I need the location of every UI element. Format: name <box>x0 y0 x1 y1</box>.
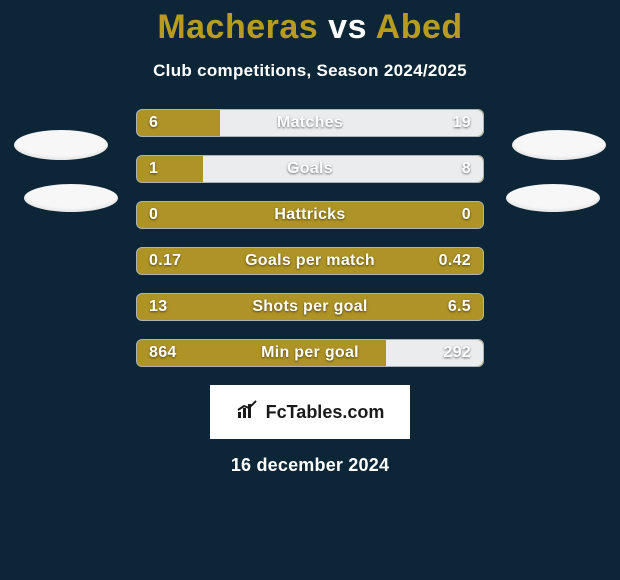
chart-icon <box>236 400 260 425</box>
stat-fill-left <box>137 156 203 182</box>
stat-value-right: 19 <box>453 114 471 132</box>
stat-fill-right <box>203 156 483 182</box>
player-right-badge-2 <box>506 184 600 212</box>
stat-row: 0 0 Hattricks <box>136 201 484 229</box>
footer-logo: FcTables.com <box>210 385 410 439</box>
stat-label: Goals per match <box>245 252 375 270</box>
stat-value-right: 6.5 <box>448 298 471 316</box>
stat-value-left: 864 <box>149 344 177 362</box>
player-left-name: Macheras <box>157 8 318 46</box>
stat-value-left: 1 <box>149 160 158 178</box>
stat-value-right: 0 <box>462 206 471 224</box>
stat-row: 864 292 Min per goal <box>136 339 484 367</box>
stat-row: 0.17 0.42 Goals per match <box>136 247 484 275</box>
player-left-badge-1 <box>14 130 108 160</box>
vs-label: vs <box>328 8 367 46</box>
stat-value-left: 0.17 <box>149 252 181 270</box>
stat-value-left: 0 <box>149 206 158 224</box>
stat-row: 1 8 Goals <box>136 155 484 183</box>
player-right-badge-1 <box>512 130 606 160</box>
player-left-badge-2 <box>24 184 118 212</box>
stat-label: Min per goal <box>261 344 359 362</box>
stat-value-left: 6 <box>149 114 158 132</box>
stat-label: Hattricks <box>274 206 345 224</box>
stat-row: 13 6.5 Shots per goal <box>136 293 484 321</box>
stat-value-right: 0.42 <box>439 252 471 270</box>
footer-logo-text: FcTables.com <box>266 402 385 423</box>
footer-date: 16 december 2024 <box>0 455 620 476</box>
stat-label: Goals <box>287 160 333 178</box>
stat-label: Matches <box>277 114 343 132</box>
stat-fill-right <box>220 110 483 136</box>
stats-container: 6 19 Matches 1 8 Goals 0 0 Hattricks 0.17 0.42 Goal… <box>136 109 484 367</box>
stat-value-left: 13 <box>149 298 167 316</box>
stat-label: Shots per goal <box>252 298 367 316</box>
subtitle: Club competitions, Season 2024/2025 <box>0 61 620 81</box>
player-right-name: Abed <box>376 8 463 46</box>
stat-value-right: 8 <box>462 160 471 178</box>
stat-row: 6 19 Matches <box>136 109 484 137</box>
stat-value-right: 292 <box>443 344 471 362</box>
page-title: Macheras vs Abed <box>0 8 620 47</box>
